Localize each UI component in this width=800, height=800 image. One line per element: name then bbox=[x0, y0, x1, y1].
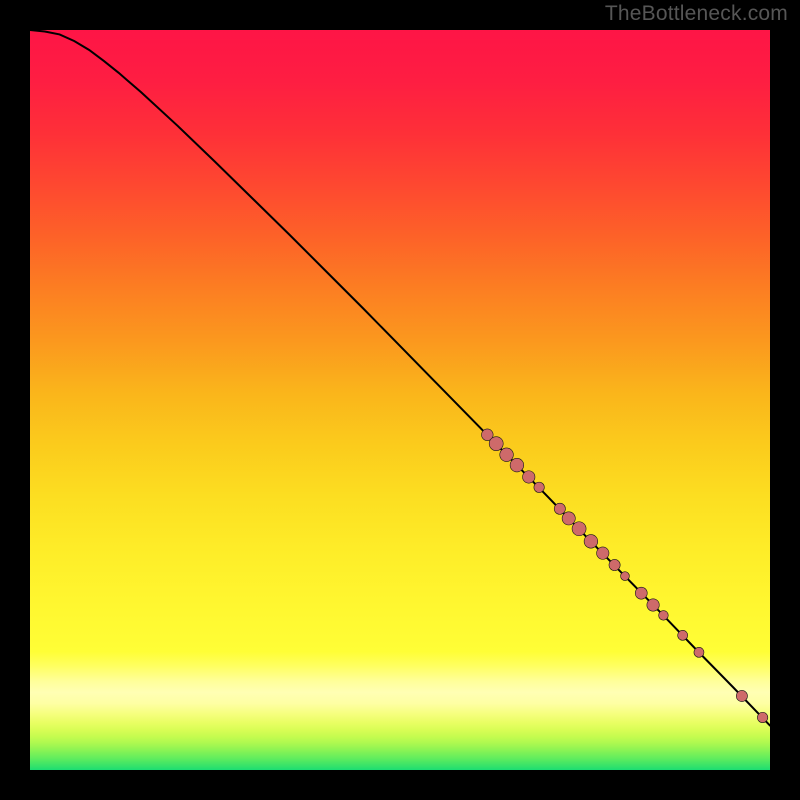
data-point-marker bbox=[621, 572, 630, 581]
data-point-marker bbox=[647, 599, 659, 611]
data-point-marker bbox=[500, 448, 514, 462]
data-point-marker bbox=[597, 547, 609, 559]
data-point-marker bbox=[659, 611, 669, 621]
data-point-marker bbox=[694, 647, 704, 657]
data-point-marker bbox=[534, 482, 544, 492]
chart-plot bbox=[30, 30, 770, 770]
data-point-marker bbox=[510, 458, 524, 472]
data-point-marker bbox=[736, 690, 747, 701]
data-point-marker bbox=[635, 587, 647, 599]
data-point-marker bbox=[554, 503, 565, 514]
data-point-marker bbox=[489, 437, 503, 451]
data-point-marker bbox=[678, 630, 688, 640]
data-point-marker bbox=[572, 522, 586, 536]
watermark-label: TheBottleneck.com bbox=[605, 2, 788, 26]
data-point-marker bbox=[562, 512, 575, 525]
data-point-marker bbox=[609, 559, 620, 570]
data-point-marker bbox=[523, 471, 535, 483]
data-point-marker bbox=[757, 712, 767, 722]
gradient-background bbox=[30, 30, 770, 770]
data-point-marker bbox=[584, 535, 598, 549]
chart-frame: TheBottleneck.com bbox=[0, 0, 800, 800]
